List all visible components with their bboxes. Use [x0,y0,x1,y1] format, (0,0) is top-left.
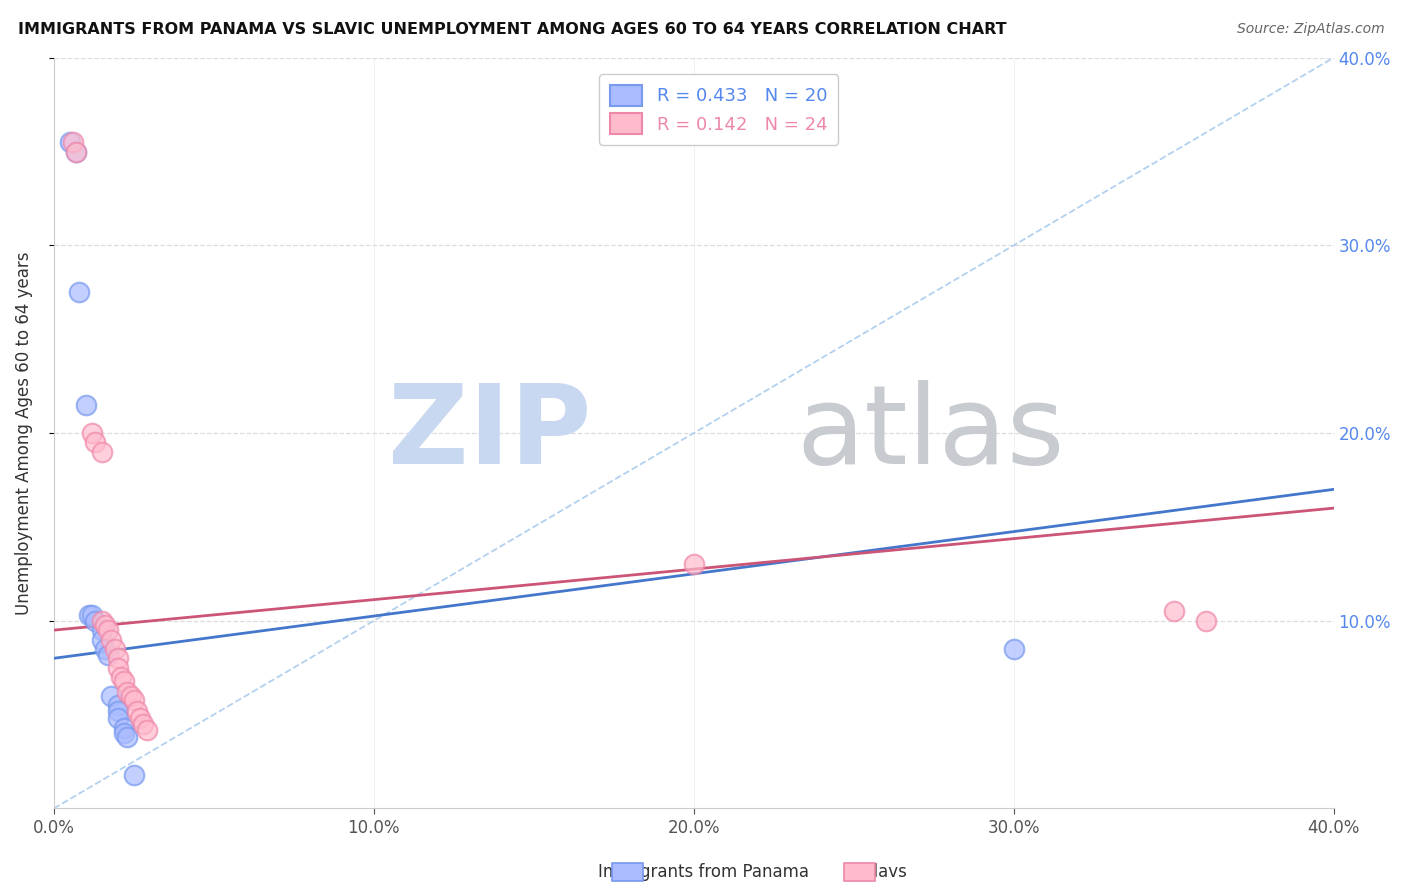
Point [77,608,100,623]
Point [75,398,97,412]
Point [100,632,122,647]
Point [682,558,704,572]
Point [65,145,87,159]
Point [112,726,135,740]
Point [107,651,129,665]
Y-axis label: Unemployment Among Ages 60 to 64 years: Unemployment Among Ages 60 to 64 years [15,252,32,615]
Point [84,614,107,628]
Point [132,717,155,731]
Text: Source: ZipAtlas.com: Source: ZipAtlas.com [1237,22,1385,37]
Point [82,608,104,623]
Point [90,623,112,637]
Text: ZIP: ZIP [388,380,592,486]
Point [1002,641,1025,656]
Point [129,711,152,725]
Text: Immigrants from Panama: Immigrants from Panama [598,863,808,881]
Point [107,711,129,725]
Point [97,648,120,662]
Point [104,641,127,656]
Point [107,704,129,718]
Point [84,435,107,450]
Point [110,670,132,684]
Legend: R = 0.433   N = 20, R = 0.142   N = 24: R = 0.433 N = 20, R = 0.142 N = 24 [599,74,838,145]
Point [59,135,82,149]
Point [97,623,120,637]
Point [94,617,117,632]
Text: Slavs: Slavs [863,863,908,881]
Point [90,445,112,459]
Text: atlas: atlas [796,380,1064,486]
Point [112,721,135,735]
Point [117,730,139,744]
Point [117,685,139,699]
Point [120,689,142,703]
Text: IMMIGRANTS FROM PANAMA VS SLAVIC UNEMPLOYMENT AMONG AGES 60 TO 64 YEARS CORRELAT: IMMIGRANTS FROM PANAMA VS SLAVIC UNEMPLO… [18,22,1007,37]
Point [82,425,104,440]
Point [62,135,84,149]
Point [1195,614,1218,628]
Point [135,723,157,737]
Point [94,641,117,656]
Point [90,632,112,647]
Point [65,145,87,159]
Point [122,692,145,706]
Point [125,704,148,718]
Point [107,661,129,675]
Point [1163,604,1185,618]
Point [100,689,122,703]
Point [107,698,129,713]
Point [112,673,135,688]
Point [67,285,90,300]
Point [90,614,112,628]
Point [122,767,145,781]
